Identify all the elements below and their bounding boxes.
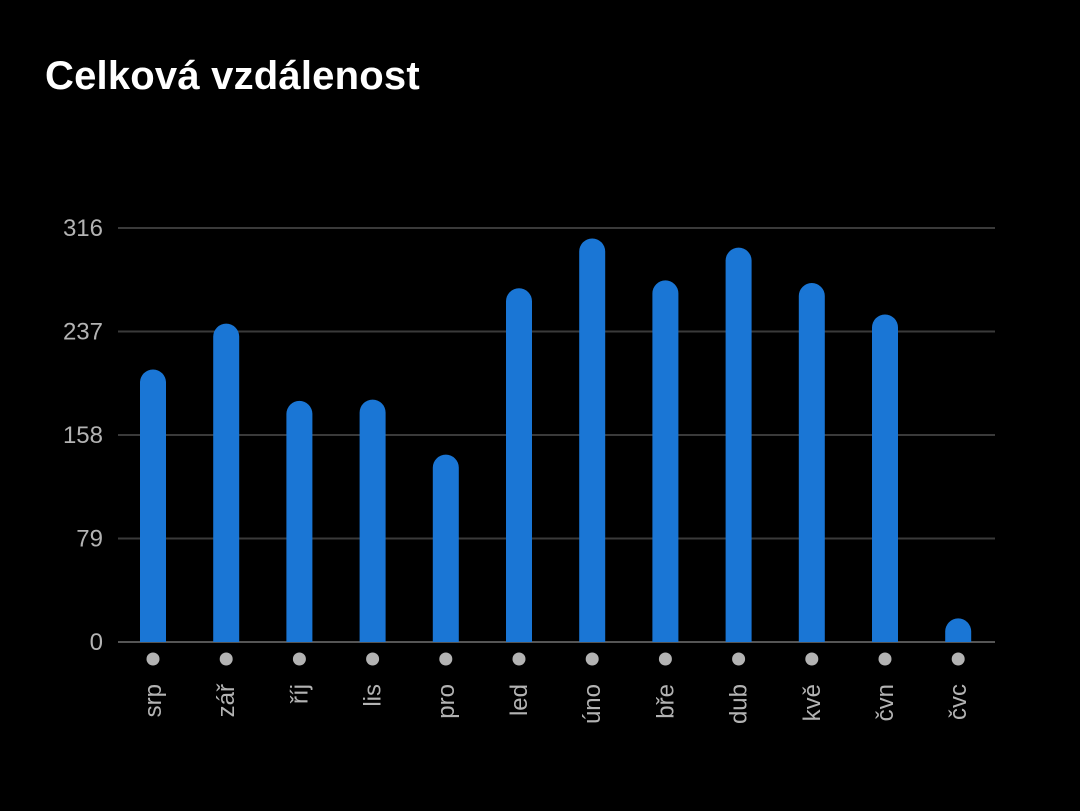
x-axis-dot [146, 652, 160, 666]
x-axis-dot [439, 652, 453, 666]
bar-led[interactable] [506, 288, 532, 642]
x-axis-dot [585, 652, 599, 666]
x-axis-dot [951, 652, 965, 666]
chart-title: Celková vzdálenost [45, 54, 420, 98]
x-axis-dot [732, 652, 746, 666]
x-tick-label: bře [652, 684, 679, 719]
y-tick-label: 316 [63, 215, 103, 242]
x-tick-label: zář [213, 683, 240, 717]
x-axis-dot [658, 652, 672, 666]
x-tick-label: čvn [872, 684, 899, 721]
x-tick-label: úno [579, 684, 606, 724]
x-axis-labels: srp zář říj lis pro led úno bře dub kvě čvn čvc [140, 683, 972, 724]
bar-bře[interactable] [652, 280, 679, 642]
x-axis-dot [366, 652, 380, 666]
y-tick-label: 0 [90, 629, 103, 656]
bar-úno[interactable] [579, 238, 606, 642]
gridlines [118, 227, 995, 643]
x-axis-dot [219, 652, 233, 666]
bar-lis[interactable] [359, 399, 386, 642]
x-axis-dot [512, 652, 526, 666]
x-tick-label: říj [286, 684, 313, 704]
bars [140, 238, 972, 642]
x-axis-dot [292, 652, 306, 666]
x-tick-label: srp [140, 684, 167, 717]
bar-dub[interactable] [725, 247, 752, 642]
y-axis-ticks: 0 79 158 237 316 [63, 215, 103, 656]
x-tick-label: kvě [799, 684, 826, 721]
bar-říj[interactable] [286, 400, 313, 642]
x-tick-label: led [506, 684, 533, 716]
bar-kvě[interactable] [798, 283, 825, 642]
bar-čvn[interactable] [872, 314, 898, 642]
y-tick-label: 79 [76, 526, 103, 553]
bar-pro[interactable] [432, 454, 459, 642]
y-tick-label: 158 [63, 422, 103, 449]
bar-srp[interactable] [140, 369, 166, 642]
x-axis-dots [146, 652, 965, 666]
x-tick-label: dub [726, 684, 753, 724]
x-tick-label: lis [360, 684, 387, 707]
x-tick-label: pro [433, 684, 460, 719]
y-tick-label: 237 [63, 319, 103, 346]
x-tick-label: čvc [945, 684, 972, 720]
bar-čvc[interactable] [945, 618, 972, 642]
x-axis-dot [878, 652, 892, 666]
x-axis-dot [805, 652, 819, 666]
bar-zář[interactable] [213, 323, 240, 642]
